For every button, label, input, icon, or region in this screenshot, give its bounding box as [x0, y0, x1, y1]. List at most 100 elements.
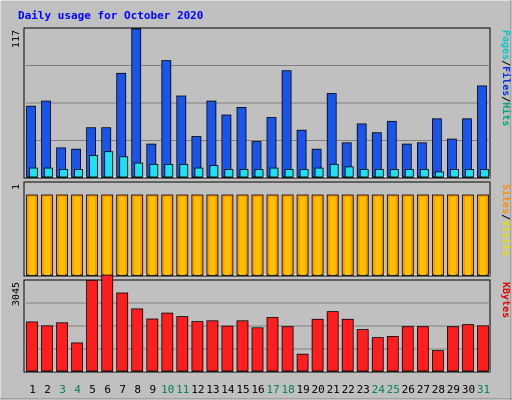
legend-entry: Hits [500, 102, 512, 126]
bar-kbytes-13 [206, 320, 219, 372]
bar-pages-3 [59, 168, 68, 178]
bar-kbytes-12 [191, 321, 204, 372]
bar-kbytes-26 [401, 326, 414, 372]
x-tick-label: 16 [251, 383, 264, 396]
bar-pages-7 [119, 156, 129, 178]
bar-kbytes-1 [26, 321, 38, 372]
bar-hits-2 [41, 100, 51, 178]
x-tick-label: 3 [59, 383, 66, 396]
x-tick-label: 21 [327, 383, 340, 396]
bar-visits-20 [314, 197, 321, 275]
bar-pages-6 [104, 151, 114, 178]
x-tick-label: 31 [477, 383, 490, 396]
bar-pages-4 [74, 168, 83, 178]
bar-visits-14 [224, 197, 231, 275]
bar-hits-30 [462, 118, 472, 178]
bar-visits-7 [119, 197, 126, 275]
y-max-label: 1 [11, 184, 22, 190]
bar-kbytes-29 [446, 326, 459, 372]
bar-kbytes-2 [41, 325, 53, 372]
legend-bottom: KBytes [500, 282, 511, 318]
bar-visits-22 [344, 197, 351, 275]
bar-hits-15 [236, 107, 247, 178]
bar-hits-25 [386, 120, 397, 178]
legend-entry: KBytes [500, 282, 511, 318]
x-tick-label: 5 [89, 383, 96, 396]
x-tick-label: 8 [134, 383, 141, 396]
bar-kbytes-7 [116, 292, 129, 372]
bar-hits-31 [477, 85, 487, 178]
x-tick-label: 9 [149, 383, 156, 396]
bar-kbytes-28 [431, 350, 444, 372]
bar-visits-27 [419, 197, 426, 275]
bar-visits-3 [59, 197, 66, 275]
bar-visits-17 [269, 197, 276, 275]
bar-kbytes-30 [462, 324, 474, 372]
bar-visits-21 [329, 197, 336, 275]
x-tick-label: 19 [296, 383, 309, 396]
bar-visits-30 [465, 197, 471, 275]
bar-pages-11 [179, 163, 189, 178]
y-max-label: 117 [11, 30, 22, 48]
x-tick-label: 6 [104, 383, 111, 396]
x-tick-label: 27 [417, 383, 430, 396]
bar-kbytes-24 [371, 337, 384, 372]
bar-visits-16 [254, 197, 261, 275]
bar-kbytes-17 [266, 317, 279, 372]
bar-kbytes-10 [161, 312, 174, 372]
bar-kbytes-19 [296, 353, 309, 372]
bar-pages-21 [329, 163, 339, 178]
bar-pages-23 [359, 168, 369, 178]
bar-pages-10 [164, 163, 174, 178]
bar-visits-29 [449, 197, 456, 275]
bar-hits-28 [431, 118, 442, 178]
bar-kbytes-21 [326, 311, 339, 372]
legend-entry: Sites [500, 184, 512, 214]
legend-entry: Files [500, 66, 512, 96]
x-tick-label: 14 [221, 383, 235, 396]
bar-visits-13 [209, 197, 216, 275]
bar-pages-9 [149, 163, 159, 178]
bar-hits-1 [26, 105, 36, 178]
bar-kbytes-3 [56, 322, 68, 372]
bar-visits-11 [179, 197, 186, 275]
x-tick-label: 4 [74, 383, 81, 396]
bar-pages-5 [89, 155, 98, 178]
x-tick-label: 30 [462, 383, 475, 396]
bar-visits-8 [134, 197, 141, 275]
bar-kbytes-22 [341, 318, 354, 372]
bar-kbytes-18 [281, 326, 294, 372]
x-tick-label: 12 [191, 383, 204, 396]
x-tick-label: 7 [119, 383, 126, 396]
bar-pages-16 [254, 168, 264, 178]
bar-pages-12 [194, 167, 204, 178]
legend-entry: / [500, 60, 511, 66]
bar-kbytes-11 [176, 316, 189, 372]
bar-visits-24 [374, 197, 381, 275]
bar-kbytes-23 [356, 329, 369, 372]
bar-pages-13 [209, 165, 219, 178]
bar-kbytes-25 [386, 335, 399, 372]
bar-pages-2 [44, 167, 53, 178]
x-tick-label: 23 [357, 383, 370, 396]
x-tick-label: 26 [402, 383, 415, 396]
legend-entry: / [500, 96, 511, 102]
legend-top: Pages/Files/Hits [500, 30, 512, 126]
bar-pages-29 [449, 168, 459, 178]
x-tick-label: 29 [447, 383, 460, 396]
bar-kbytes-15 [236, 320, 249, 372]
bar-hits-10 [161, 60, 172, 178]
bar-hits-18 [281, 70, 292, 178]
x-tick-label: 22 [342, 383, 355, 396]
x-tick-label: 20 [311, 383, 324, 396]
bar-pages-20 [314, 167, 324, 178]
bar-hits-8 [131, 28, 142, 178]
bar-pages-1 [29, 167, 38, 178]
bar-kbytes-9 [146, 318, 159, 372]
bar-pages-22 [344, 166, 354, 178]
bar-pages-19 [299, 168, 309, 178]
bar-kbytes-20 [311, 318, 324, 372]
x-axis-labels: 1 2 3 4 5 6 7 8 9 10 11 12 13 14 15 16 17 18 19 20 21 22 23 24 2… [29, 383, 490, 396]
bar-pages-28 [434, 171, 444, 178]
